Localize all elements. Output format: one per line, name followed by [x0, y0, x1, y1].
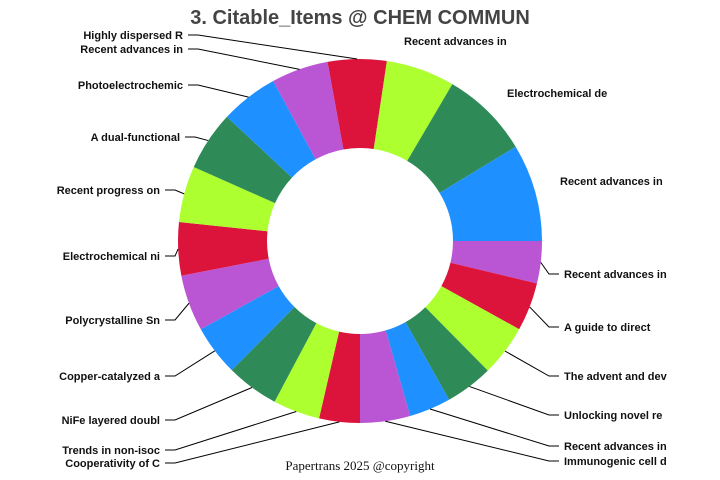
leader-line: [529, 306, 559, 328]
slice-label: Electrochemical de: [507, 88, 607, 100]
slice-label: Recent advances in: [80, 44, 183, 56]
donut-slice[interactable]: [231, 306, 317, 402]
chart-title: 3. Citable_Items @ CHEM COMMUN: [190, 7, 530, 29]
slice-label: Cooperativity of C: [65, 458, 160, 470]
leader-line: [165, 350, 216, 377]
donut-slice[interactable]: [425, 286, 520, 371]
leader-line: [188, 48, 300, 70]
donut-slice[interactable]: [200, 286, 295, 371]
leader-line: [540, 262, 559, 275]
leader-line: [165, 302, 190, 321]
leader-line: [504, 350, 559, 377]
copyright-footer: Papertrans 2025 @copyright: [285, 458, 435, 473]
leader-line: [165, 189, 185, 195]
donut-slice[interactable]: [405, 307, 488, 400]
leader-line: [165, 410, 297, 451]
slice-label: The advent and dev: [564, 371, 668, 383]
donut-slice[interactable]: [319, 331, 360, 423]
leader-line: [188, 34, 358, 60]
slice-label: A guide to direct: [564, 322, 651, 334]
slice-label: Polycrystalline Sn: [65, 315, 160, 327]
slice-label: Immunogenic cell d: [564, 456, 667, 468]
leader-line: [165, 421, 340, 464]
donut-slice[interactable]: [450, 241, 543, 284]
slice-label: Electrochemical ni: [63, 251, 160, 263]
leader-line: [185, 136, 209, 142]
slice-label: Recent advances in: [564, 269, 667, 281]
donut-slice[interactable]: [226, 81, 316, 178]
slice-label: Photoelectrochemic: [78, 80, 183, 92]
slice-label: Trends in non-isoc: [62, 445, 160, 457]
donut-slice[interactable]: [274, 323, 340, 419]
leader-line: [469, 385, 559, 416]
slice-label: Highly dispersed R: [83, 30, 183, 42]
leader-line: [385, 420, 559, 462]
slice-label: Unlocking novel re: [564, 410, 662, 422]
donut-slice[interactable]: [385, 322, 450, 416]
slice-label: Recent advances in: [404, 36, 507, 48]
donut-slice[interactable]: [327, 59, 387, 150]
donut-slice[interactable]: [178, 166, 276, 232]
slice-label: Recent advances in: [560, 176, 663, 188]
leader-line: [165, 387, 253, 421]
donut-slice[interactable]: [360, 330, 411, 423]
leader-line: [165, 248, 179, 257]
slice-label: Recent advances in: [564, 441, 667, 453]
slice-label: Recent progress on: [57, 185, 161, 197]
leader-line: [188, 84, 249, 98]
donut-slice[interactable]: [193, 116, 292, 204]
donut-slice[interactable]: [178, 221, 269, 276]
donut-slice[interactable]: [273, 61, 344, 160]
donut-slice[interactable]: [407, 84, 516, 193]
donut-slice[interactable]: [439, 146, 542, 241]
donut-slice[interactable]: [181, 258, 279, 330]
leader-line: [429, 408, 559, 447]
donut-slice[interactable]: [441, 262, 537, 330]
slice-label: Copper-catalyzed a: [59, 371, 161, 383]
slice-label: NiFe layered doubl: [62, 415, 160, 427]
slice-label: A dual-functional: [91, 132, 180, 144]
donut-slice[interactable]: [373, 60, 453, 161]
